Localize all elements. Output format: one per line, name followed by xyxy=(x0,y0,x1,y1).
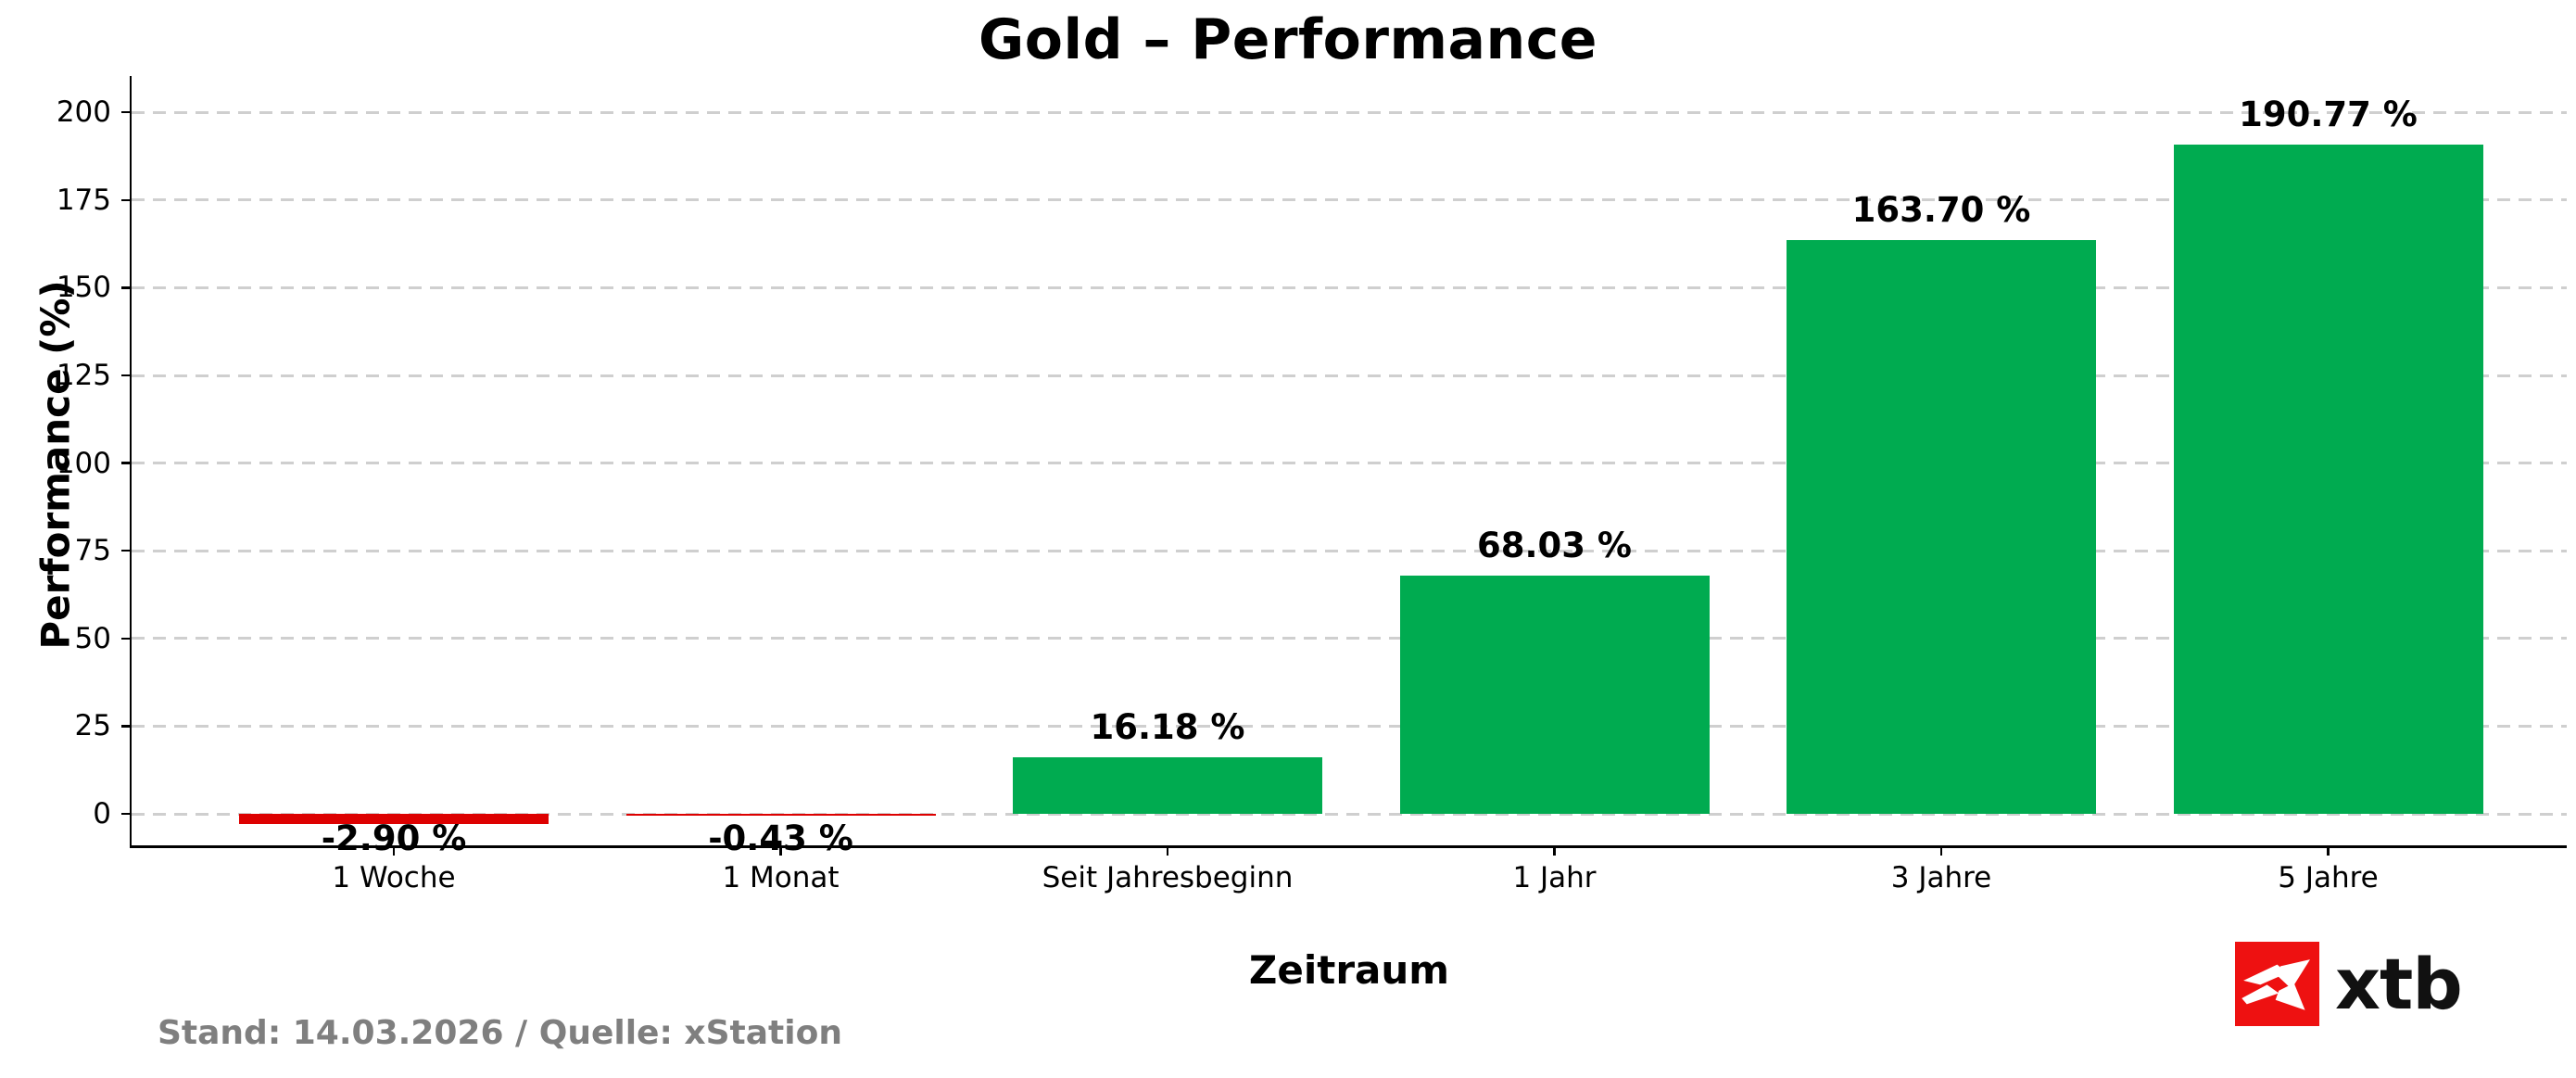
bar xyxy=(239,814,549,824)
brand-logo: xtb xyxy=(2235,942,2463,1026)
bar-value-label: 16.18 % xyxy=(1090,706,1245,747)
y-tickmark xyxy=(121,198,132,202)
y-tickmark xyxy=(121,725,132,728)
y-tickmark xyxy=(121,637,132,640)
gridline xyxy=(132,110,2567,114)
gridline xyxy=(132,549,2567,552)
gridline xyxy=(132,285,2567,289)
y-tickmark xyxy=(121,110,132,114)
x-tickmark xyxy=(2327,845,2330,856)
x-axis-spine xyxy=(129,845,2567,848)
gridline xyxy=(132,374,2567,377)
y-tickmark xyxy=(121,549,132,552)
bar xyxy=(1013,756,1322,814)
x-tickmark xyxy=(392,845,396,856)
gridline xyxy=(132,724,2567,728)
bar-value-label: 163.70 % xyxy=(1851,189,2031,230)
x-tickmark xyxy=(779,845,782,856)
x-tick-label: 5 Jahre xyxy=(2278,861,2379,894)
x-tick-label: 1 Jahr xyxy=(1512,861,1597,894)
gridline xyxy=(132,637,2567,640)
y-tick-label: 0 xyxy=(93,797,111,831)
bar xyxy=(2173,145,2483,814)
x-tick-label: Seit Jahresbeginn xyxy=(1042,861,1294,894)
gridline xyxy=(132,198,2567,202)
bar-value-label: 68.03 % xyxy=(1477,525,1632,565)
gridline xyxy=(132,812,2567,816)
source-note: Stand: 14.03.2026 / Quelle: xStation xyxy=(158,1014,842,1052)
brand-logo-text: xtb xyxy=(2335,942,2463,1025)
bar xyxy=(1399,575,1710,814)
y-tick-label: 200 xyxy=(56,95,111,130)
y-tickmark xyxy=(121,812,132,816)
y-tick-label: 75 xyxy=(74,534,111,568)
y-tickmark xyxy=(121,462,132,464)
y-tick-label: 175 xyxy=(56,183,111,217)
x-axis-label: Zeitraum xyxy=(1248,947,1450,993)
x-tick-label: 1 Woche xyxy=(332,861,456,894)
y-tick-label: 25 xyxy=(74,709,111,743)
gridline xyxy=(132,462,2567,465)
x-tick-label: 1 Monat xyxy=(722,861,840,894)
x-tickmark xyxy=(1939,845,1943,856)
y-tickmark xyxy=(121,374,132,377)
bar xyxy=(625,814,936,816)
y-tick-label: 150 xyxy=(56,271,111,305)
x-tick-label: 3 Jahre xyxy=(1890,861,1992,894)
y-tick-label: 125 xyxy=(56,359,111,392)
x-tickmark xyxy=(1166,845,1169,856)
chart-title: Gold – Performance xyxy=(979,7,1597,72)
y-tickmark xyxy=(121,286,132,289)
bar xyxy=(1787,239,2096,814)
x-tickmark xyxy=(1553,845,1556,856)
xtb-logo-icon xyxy=(2235,942,2319,1026)
y-axis-spine xyxy=(129,76,132,848)
bar-value-label: 190.77 % xyxy=(2239,95,2418,135)
y-tick-label: 100 xyxy=(56,446,111,480)
y-tick-label: 50 xyxy=(74,621,111,655)
